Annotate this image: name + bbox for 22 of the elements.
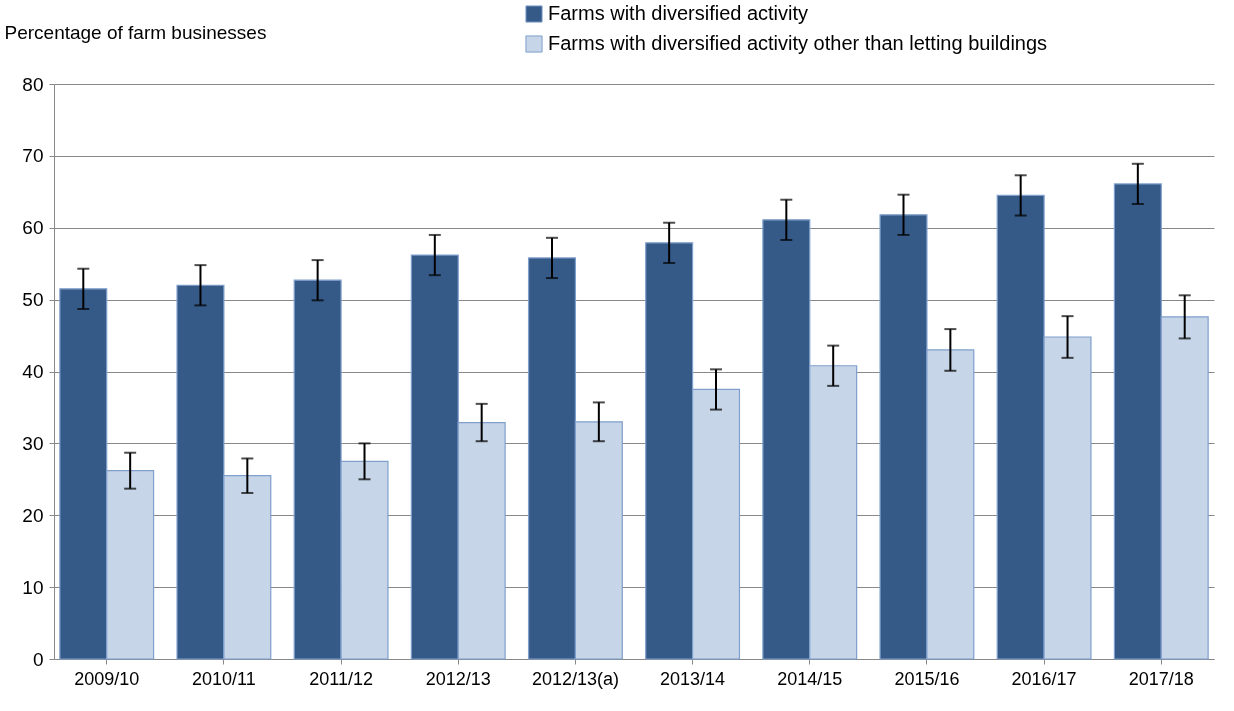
x-tick-label: 2013/14 bbox=[660, 668, 726, 689]
y-tick-label: 40 bbox=[22, 361, 44, 382]
x-tick-label: 2014/15 bbox=[777, 668, 843, 689]
y-tick-label: 20 bbox=[22, 504, 44, 526]
x-tick-label: 2012/13 bbox=[425, 668, 491, 689]
y-tick-label: 30 bbox=[22, 432, 44, 454]
y-tick-label: 50 bbox=[22, 289, 44, 311]
x-tick-label: 2015/16 bbox=[894, 668, 960, 689]
y-tick-label: 70 bbox=[22, 145, 44, 167]
x-tick-label: 2017/18 bbox=[1128, 668, 1194, 689]
x-tick-label: 2016/17 bbox=[1011, 668, 1077, 689]
x-tick-label: 2011/12 bbox=[309, 668, 373, 689]
y-tick-label: 60 bbox=[22, 217, 44, 239]
y-tick-label: 10 bbox=[22, 576, 44, 598]
x-tick-label: 2010/11 bbox=[192, 668, 256, 689]
y-axis-title: Percentage of farm businesses bbox=[4, 21, 267, 43]
y-tick-label: 80 bbox=[22, 73, 44, 95]
legend-label: Farms with diversified activity other than letting buildings bbox=[548, 32, 1048, 54]
y-tick-label: 0 bbox=[32, 648, 44, 670]
x-tick-label: 2012/13(a) bbox=[531, 668, 619, 689]
x-tick-label: 2009/10 bbox=[74, 668, 140, 689]
legend-label: Farms with diversified activity bbox=[548, 2, 809, 24]
